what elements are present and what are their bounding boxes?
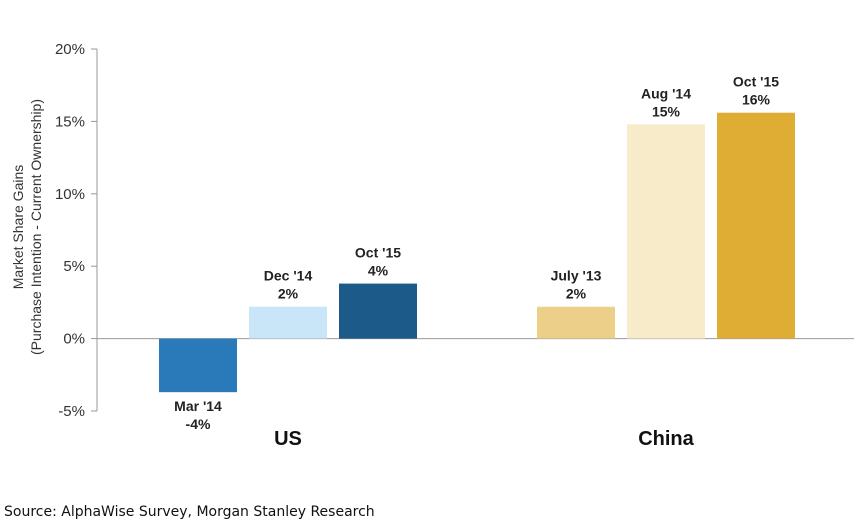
bar-category-label: Mar '14 — [174, 398, 222, 414]
y-axis: -5% 0% 5% 10% 15% 20% — [55, 41, 854, 420]
data-labels: Mar '14 -4% Dec '14 2% Oct '15 4% US July '13 2%… — [174, 74, 779, 450]
y-tick-label: 5% — [63, 258, 85, 275]
bar — [627, 124, 705, 339]
y-tick-label: -5% — [58, 403, 85, 420]
y-tick-label: 20% — [55, 41, 85, 58]
bar — [537, 306, 615, 339]
bars — [159, 112, 795, 393]
bar-value-label: 2% — [278, 286, 299, 302]
bar-category-label: July '13 — [551, 268, 602, 284]
bar-category-label: Oct '15 — [355, 245, 401, 261]
bar — [159, 338, 237, 393]
y-tick-label: 0% — [63, 331, 85, 348]
y-tick-label: 10% — [55, 186, 85, 203]
bar — [717, 112, 795, 339]
bar-chart: -5% 0% 5% 10% 15% 20% Mar '14 -4% Dec '14 2% Oct … — [10, 41, 854, 450]
y-axis-title-line2: (Purchase Intention - Current Ownership) — [28, 99, 44, 355]
bar-category-label: Dec '14 — [264, 268, 313, 284]
y-tick-label: 15% — [55, 113, 85, 130]
bar-value-label: 2% — [566, 286, 587, 302]
bar-value-label: 16% — [742, 92, 771, 108]
bar — [249, 306, 327, 339]
group-label: US — [274, 428, 302, 450]
y-axis-title-line1: Market Share Gains — [10, 165, 26, 290]
group-label: China — [638, 428, 694, 450]
source-note: Source: AlphaWise Survey, Morgan Stanley… — [4, 504, 375, 520]
bar-category-label: Aug '14 — [641, 85, 691, 101]
bar-value-label: 15% — [652, 103, 681, 119]
bar-category-label: Oct '15 — [733, 74, 779, 90]
bar-value-label: -4% — [186, 416, 211, 432]
bar — [339, 283, 417, 339]
bar-value-label: 4% — [368, 263, 389, 279]
